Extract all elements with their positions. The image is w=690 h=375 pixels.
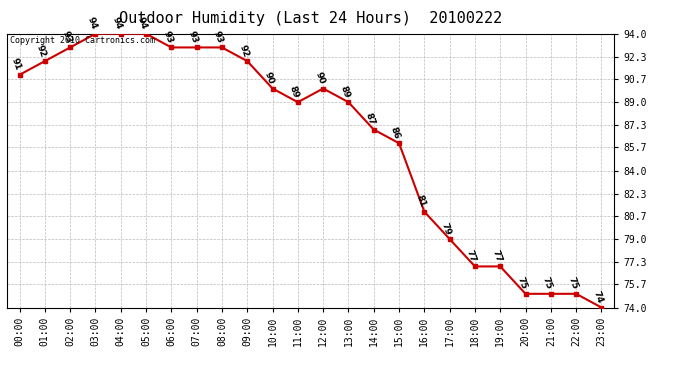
Text: 92: 92 xyxy=(35,44,48,58)
Text: 89: 89 xyxy=(339,84,351,99)
Text: 77: 77 xyxy=(490,249,503,264)
Text: 89: 89 xyxy=(288,84,301,99)
Text: 93: 93 xyxy=(60,30,73,45)
Text: 93: 93 xyxy=(161,30,174,45)
Text: 90: 90 xyxy=(313,71,326,86)
Text: 94: 94 xyxy=(136,16,149,31)
Text: Outdoor Humidity (Last 24 Hours)  20100222: Outdoor Humidity (Last 24 Hours) 2010022… xyxy=(119,11,502,26)
Text: 81: 81 xyxy=(415,194,427,209)
Text: 94: 94 xyxy=(86,16,98,31)
Text: 86: 86 xyxy=(389,126,402,141)
Text: 79: 79 xyxy=(440,221,453,236)
Text: 92: 92 xyxy=(237,44,250,58)
Text: 74: 74 xyxy=(591,290,604,305)
Text: 93: 93 xyxy=(187,30,199,45)
Text: 75: 75 xyxy=(566,276,579,291)
Text: 90: 90 xyxy=(263,71,275,86)
Text: 93: 93 xyxy=(212,30,225,45)
Text: 75: 75 xyxy=(515,276,529,291)
Text: 75: 75 xyxy=(541,276,553,291)
Text: 77: 77 xyxy=(465,249,477,264)
Text: 94: 94 xyxy=(110,16,124,31)
Text: 91: 91 xyxy=(10,57,22,72)
Text: 87: 87 xyxy=(364,112,377,127)
Text: Copyright 2010 Cartronics.com: Copyright 2010 Cartronics.com xyxy=(10,36,155,45)
